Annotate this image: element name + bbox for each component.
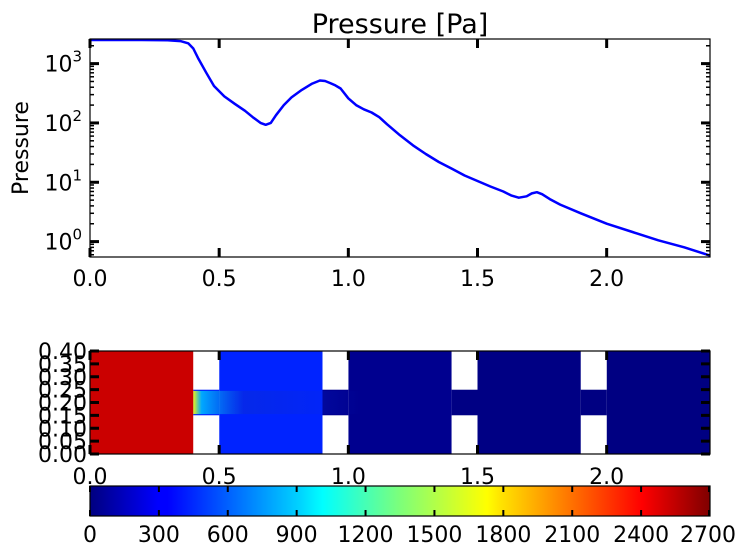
heatmap-solid-block xyxy=(580,415,607,454)
top-y-tick-label: 101 xyxy=(44,166,82,196)
top-x-tick-label: 0.5 xyxy=(202,267,237,292)
top-x-tick-label: 0.0 xyxy=(73,267,108,292)
heatmap-y-tick-label: 0.05 xyxy=(38,430,87,455)
heatmap-y-tick-label: 0.25 xyxy=(38,379,87,404)
heatmap-y-tick-label: 0.00 xyxy=(38,443,87,468)
heatmap-solid-block xyxy=(580,351,607,390)
heatmap-y-tick-label: 0.30 xyxy=(38,366,87,391)
heatmap-solid-block xyxy=(451,351,478,390)
top-chart-frame xyxy=(89,38,711,258)
heatmap-throat-region xyxy=(451,389,478,416)
heatmap-solid-block xyxy=(193,351,220,390)
top-y-tick-label: 100 xyxy=(44,226,82,256)
colorbar-tick-label: 300 xyxy=(138,523,180,548)
top-x-tick-label: 2.0 xyxy=(589,267,624,292)
heatmap-solid-block xyxy=(322,351,349,390)
pressure-series-line xyxy=(90,39,710,257)
heatmap-solid-block xyxy=(322,415,349,454)
heatmap-y-tick-label: 0.15 xyxy=(38,404,87,429)
colorbar-ticks: 0 300 600 900 1200 1500 1800 2100 2400 2700 xyxy=(83,486,736,548)
colorbar-tick-label: 600 xyxy=(207,523,249,548)
heatmap-chamber-region xyxy=(477,351,581,454)
heatmap-chamber-region xyxy=(606,351,710,454)
top-chart-plot-area xyxy=(90,39,710,257)
heatmap-ticks: 0.0 0.5 1.0 1.5 2.00.000.050.100.150.200.250… xyxy=(38,340,710,490)
colorbar-tick-label: 2700 xyxy=(680,523,736,548)
heatmap-y-tick-label: 0.10 xyxy=(38,417,87,442)
colorbar-tick-label: 2100 xyxy=(544,523,600,548)
heatmap-y-tick-label: 0.35 xyxy=(38,353,87,378)
heatmap-chamber-region xyxy=(348,351,452,454)
colorbar-tick-label: 1200 xyxy=(338,523,394,548)
top-chart-title: Pressure [Pa] xyxy=(312,9,489,40)
heatmap-throat-region xyxy=(580,389,607,416)
heatmap-jet-plume xyxy=(193,390,362,415)
heatmap-solid-block xyxy=(193,415,220,454)
heatmap-chamber-region xyxy=(90,351,194,454)
top-x-tick-label: 1.0 xyxy=(331,267,366,292)
heatmap-y-tick-label: 0.40 xyxy=(38,340,87,365)
colorbar-tick-label: 0 xyxy=(83,523,97,548)
colorbar-tick-label: 1500 xyxy=(406,523,462,548)
top-y-tick-label: 102 xyxy=(44,107,82,137)
heatmap-y-tick-label: 0.20 xyxy=(38,392,87,417)
top-chart-ticks: 0.0 0.5 1.0 1.5 2.0 100 101 102 103 xyxy=(44,39,710,292)
colorbar-tick-label: 1800 xyxy=(475,523,531,548)
colorbar-tick-label: 900 xyxy=(276,523,318,548)
heatmap-frame xyxy=(89,350,711,455)
top-x-tick-label: 1.5 xyxy=(460,267,495,292)
top-chart-y-axis-label: Pressure xyxy=(9,101,34,195)
colorbar xyxy=(89,485,711,517)
heatmap-plot-area xyxy=(90,351,710,454)
top-y-tick-label: 103 xyxy=(44,48,82,78)
colorbar-tick-label: 2400 xyxy=(613,523,669,548)
heatmap-solid-block xyxy=(451,415,478,454)
